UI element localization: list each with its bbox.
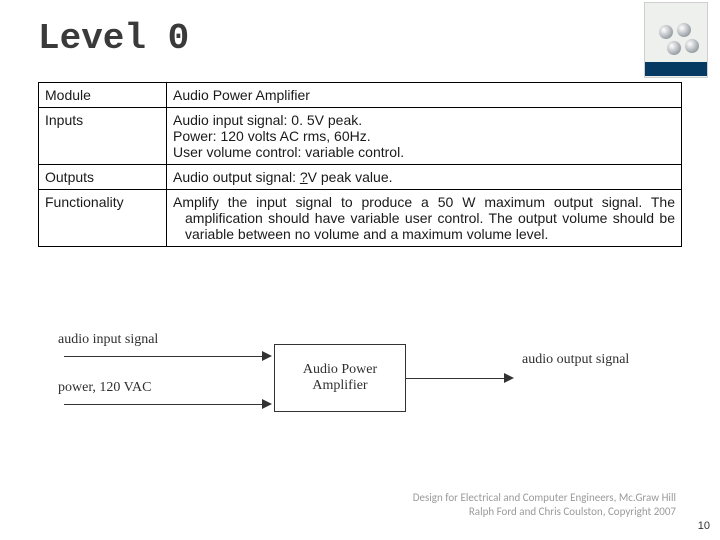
table-row: Outputs Audio output signal: ?V peak val… bbox=[39, 165, 682, 190]
cell-value: Audio output signal: ?V peak value. bbox=[167, 165, 682, 190]
diagram-label-input-bottom: power, 120 VAC bbox=[58, 380, 151, 396]
book-thumbnail bbox=[644, 2, 708, 78]
arrow-line bbox=[64, 404, 264, 405]
footer-line-2: Ralph Ford and Chris Coulston, Copyright… bbox=[469, 505, 676, 518]
arrow-head-icon bbox=[504, 373, 514, 383]
cell-value: Audio Power Amplifier bbox=[167, 83, 682, 108]
diagram-label-output: audio output signal bbox=[522, 352, 629, 368]
cell-key: Module bbox=[39, 83, 167, 108]
block-diagram: audio input signal power, 120 VAC Audio … bbox=[58, 328, 648, 448]
diagram-label-input-top: audio input signal bbox=[58, 332, 158, 348]
arrow-head-icon bbox=[262, 351, 272, 361]
spec-table: Module Audio Power Amplifier Inputs Audi… bbox=[38, 82, 682, 247]
page-number: 10 bbox=[698, 520, 710, 532]
footer-line-1: Design for Electrical and Computer Engin… bbox=[413, 491, 676, 504]
arrow-line bbox=[64, 356, 264, 357]
cell-value: Amplify the input signal to produce a 50… bbox=[167, 190, 682, 247]
table-row: Functionality Amplify the input signal t… bbox=[39, 190, 682, 247]
arrow-head-icon bbox=[262, 399, 272, 409]
table-row: Module Audio Power Amplifier bbox=[39, 83, 682, 108]
cell-key: Inputs bbox=[39, 108, 167, 165]
arrow-line bbox=[406, 378, 506, 379]
diagram-box: Audio PowerAmplifier bbox=[274, 344, 406, 412]
table-row: Inputs Audio input signal: 0. 5V peak. P… bbox=[39, 108, 682, 165]
page-title: Level 0 bbox=[38, 18, 189, 59]
cell-key: Functionality bbox=[39, 190, 167, 247]
cell-value: Audio input signal: 0. 5V peak. Power: 1… bbox=[167, 108, 682, 165]
cell-key: Outputs bbox=[39, 165, 167, 190]
